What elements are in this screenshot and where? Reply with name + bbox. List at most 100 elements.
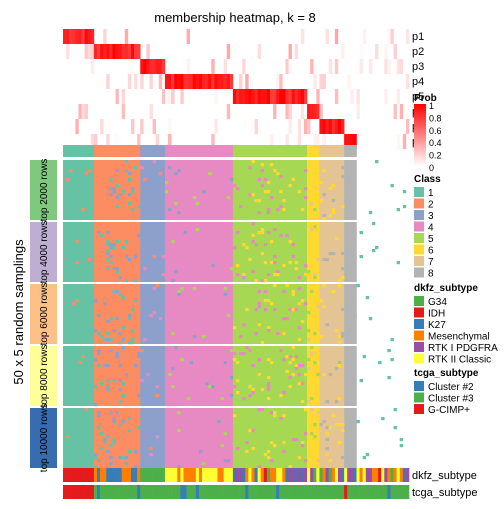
dkfz-cell bbox=[334, 468, 339, 482]
sampling-cell bbox=[257, 373, 262, 377]
sampling-cell bbox=[103, 364, 107, 368]
sampling-cell bbox=[242, 397, 246, 401]
tcga-cell bbox=[90, 485, 95, 499]
sampling-cell bbox=[325, 447, 329, 451]
dkfz-cell bbox=[78, 468, 82, 482]
prob-cell bbox=[143, 59, 147, 74]
sampling-cell bbox=[96, 332, 101, 336]
sampling-cell bbox=[254, 243, 258, 247]
sampling-block bbox=[164, 284, 234, 344]
row-group-label: top 6000 rows bbox=[39, 283, 50, 346]
sampling-cell bbox=[257, 231, 262, 235]
dkfz-cell bbox=[362, 468, 367, 482]
sampling-cell bbox=[257, 305, 262, 309]
tcga-cell bbox=[146, 485, 150, 499]
sampling-cell bbox=[341, 423, 345, 427]
sampling-cell bbox=[192, 196, 197, 200]
sampling-cell bbox=[285, 370, 289, 374]
prob-cell bbox=[93, 44, 98, 59]
sampling-cell bbox=[300, 444, 305, 448]
sampling-cell bbox=[269, 302, 274, 306]
sampling-cell bbox=[93, 403, 98, 407]
tcga-cell bbox=[66, 485, 70, 499]
prob-cell bbox=[183, 74, 187, 89]
prob-cell bbox=[285, 89, 289, 104]
prob-cell bbox=[161, 89, 166, 104]
prob-cell bbox=[115, 134, 119, 149]
prob-cell bbox=[81, 104, 85, 119]
sampling-cell bbox=[155, 284, 160, 288]
sampling-cell bbox=[127, 258, 132, 262]
tcga-cell bbox=[359, 485, 363, 499]
sampling-cell bbox=[251, 391, 255, 395]
sampling-cell bbox=[78, 361, 82, 365]
row-group-label: top 8000 rows bbox=[39, 345, 50, 408]
sampling-cell bbox=[294, 267, 299, 271]
sampling-cell bbox=[291, 293, 295, 297]
sampling-cell bbox=[310, 432, 314, 436]
tcga-cell bbox=[331, 485, 336, 499]
class-legend-label: 2 bbox=[428, 200, 434, 211]
sampling-cell bbox=[260, 169, 265, 173]
sampling-cell bbox=[365, 453, 370, 457]
sampling-cell bbox=[328, 459, 333, 463]
tcga-cell bbox=[368, 485, 373, 499]
sampling-cell bbox=[266, 211, 271, 215]
tcga-cell bbox=[127, 485, 132, 499]
sampling-cell bbox=[87, 258, 92, 262]
tcga-legend-label: Cluster #3 bbox=[428, 394, 474, 405]
dkfz-cell bbox=[198, 468, 203, 482]
dkfz-cell bbox=[168, 468, 172, 482]
prob-cell bbox=[214, 74, 218, 89]
tcga-cell bbox=[269, 485, 274, 499]
prob-cell bbox=[245, 74, 249, 89]
sampling-cell bbox=[106, 379, 110, 383]
class-bar-segment-1 bbox=[63, 145, 95, 157]
sampling-cell bbox=[325, 258, 329, 262]
prob-cell bbox=[263, 89, 268, 104]
prob-cell bbox=[319, 74, 323, 89]
sampling-cell bbox=[300, 382, 305, 386]
sampling-cell bbox=[242, 323, 246, 327]
sampling-cell bbox=[109, 349, 113, 353]
sampling-cell bbox=[106, 258, 110, 262]
prob-cell bbox=[137, 134, 141, 149]
sampling-block bbox=[344, 222, 357, 282]
sampling-cell bbox=[359, 379, 363, 383]
sampling-cell bbox=[322, 169, 326, 173]
prob-cell bbox=[140, 74, 144, 89]
sampling-cell bbox=[291, 308, 295, 312]
dkfz-cell bbox=[140, 468, 144, 482]
sampling-cell bbox=[341, 166, 345, 170]
sampling-cell bbox=[115, 290, 119, 294]
tcga-cell bbox=[387, 485, 391, 499]
prob-cell bbox=[288, 89, 292, 104]
prob-cell bbox=[223, 74, 228, 89]
sampling-cell bbox=[263, 299, 268, 303]
sampling-cell bbox=[220, 397, 224, 401]
prob-cell bbox=[109, 44, 113, 59]
sampling-cell bbox=[106, 364, 110, 368]
sampling-cell bbox=[236, 273, 240, 277]
prob-cell bbox=[282, 89, 286, 104]
dkfz-cell bbox=[177, 468, 181, 482]
sampling-cell bbox=[257, 408, 262, 412]
sampling-heatmap bbox=[63, 160, 407, 469]
prob-cell bbox=[387, 29, 391, 44]
prob-cell bbox=[171, 89, 175, 104]
dkfz-cell bbox=[189, 468, 194, 482]
prob-cell bbox=[121, 89, 126, 104]
sampling-cell bbox=[96, 314, 101, 318]
prob-cell bbox=[273, 89, 277, 104]
prob-cell bbox=[257, 89, 262, 104]
sampling-block bbox=[344, 160, 357, 220]
sampling-cell bbox=[168, 373, 172, 377]
sampling-cell bbox=[168, 208, 172, 212]
tcga-cell bbox=[100, 485, 104, 499]
sampling-cell bbox=[263, 279, 268, 283]
prob-cell bbox=[331, 119, 336, 134]
tcga-cell bbox=[381, 485, 385, 499]
sampling-cell bbox=[248, 193, 252, 197]
sampling-cell bbox=[402, 190, 407, 194]
sampling-cell bbox=[294, 355, 299, 359]
